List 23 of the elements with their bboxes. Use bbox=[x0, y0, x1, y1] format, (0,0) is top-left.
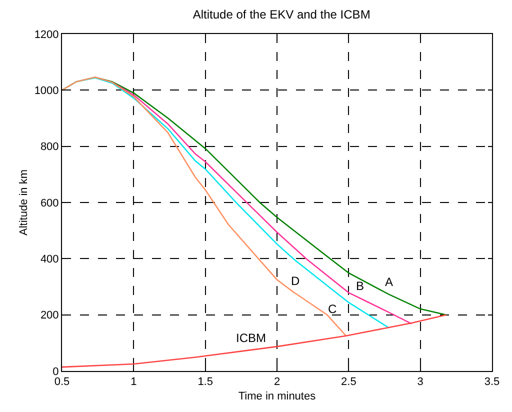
x-axis-title: Time in minutes bbox=[238, 390, 316, 402]
annotation: D bbox=[291, 274, 300, 288]
y-tick-label: 1000 bbox=[34, 85, 59, 98]
x-tick-label: 3.5 bbox=[484, 376, 500, 388]
y-tick-label: 200 bbox=[40, 310, 59, 322]
x-tick-label: 0.5 bbox=[54, 376, 70, 388]
chart-title: Altitude of the EKV and the ICBM bbox=[192, 8, 370, 22]
y-tick-label: 400 bbox=[40, 254, 59, 266]
y-tick-label: 600 bbox=[40, 197, 59, 210]
annotation: A bbox=[385, 275, 394, 289]
annotation: C bbox=[328, 302, 337, 316]
x-tick-label: 3 bbox=[417, 376, 424, 388]
y-axis-title: Altitude in km bbox=[18, 169, 30, 236]
x-tick-label: 1.5 bbox=[198, 376, 213, 388]
annotation: ICBM bbox=[236, 331, 266, 345]
y-tick-label: 1200 bbox=[34, 28, 59, 41]
x-tick-label: 1 bbox=[130, 376, 137, 388]
x-tick-label: 2.5 bbox=[341, 376, 356, 388]
line-series bbox=[62, 314, 447, 368]
x-tick-label: 2 bbox=[274, 376, 280, 388]
y-tick-label: 0 bbox=[52, 366, 59, 378]
y-tick-label: 800 bbox=[40, 141, 59, 154]
annotation: B bbox=[356, 279, 364, 293]
